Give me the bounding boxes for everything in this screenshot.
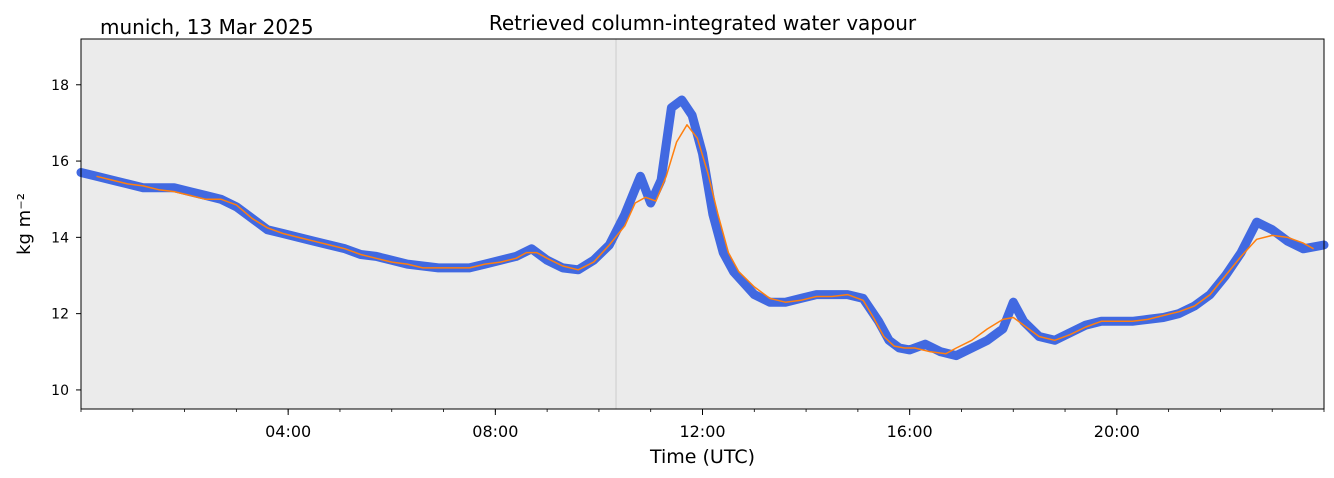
y-tick-label: 10: [51, 383, 69, 399]
smoothed-data-line: [96, 124, 1314, 355]
x-axis-label: Time (UTC): [649, 446, 755, 468]
chart-title: Retrieved column-integrated water vapour: [489, 11, 917, 35]
y-axis-label: kg m⁻²: [14, 193, 35, 255]
y-tick-label: 12: [51, 307, 69, 323]
y-tick-label: 14: [51, 230, 69, 246]
chart-subtitle: munich, 13 Mar 2025: [100, 15, 314, 39]
x-tick-label: 12:00: [679, 422, 725, 441]
x-tick-label: 04:00: [265, 422, 311, 441]
plot-area: [81, 39, 1324, 409]
y-tick-label: 16: [51, 154, 69, 170]
y-tick-label: 18: [51, 78, 69, 94]
x-axis-ticks: 04:00 08:00 12:00 16:00 20:00: [80, 409, 1325, 441]
x-tick-label: 08:00: [472, 422, 518, 441]
x-tick-label: 20:00: [1094, 422, 1140, 441]
y-axis-ticks: 10 12 14 16 18: [51, 78, 81, 399]
x-tick-label: 16:00: [887, 422, 933, 441]
